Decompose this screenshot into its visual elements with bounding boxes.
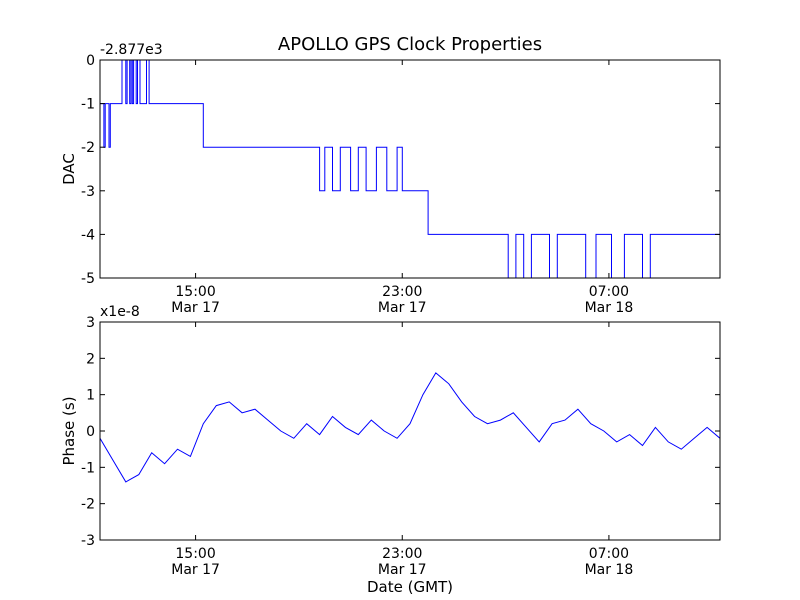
dac-ytick-label: -4: [81, 227, 95, 243]
dac-xtick-date-label: Mar 18: [585, 300, 634, 316]
phase-xtick-time-label: 07:00: [589, 546, 629, 562]
dac-ylabel: DAC: [60, 153, 78, 185]
phase-axes-frame: [99, 321, 721, 541]
phase-ytick-label: 1: [86, 388, 95, 404]
dac-xtick-date-label: Mar 17: [378, 300, 427, 316]
phase-ytick-label: 0: [86, 424, 95, 440]
phase-xtick-date-label: Mar 18: [585, 562, 634, 578]
dac-axes-frame: [99, 59, 721, 279]
dac-ytick-label: 0: [86, 53, 95, 69]
dac-series-group: [100, 60, 720, 278]
phase-ytick-label: 2: [86, 351, 95, 367]
dac-ytick-label: -3: [81, 184, 95, 200]
dac-xtick-time-label: 07:00: [589, 284, 629, 300]
dac-xtick-time-label: 15:00: [175, 284, 215, 300]
dac-ytick-label: -1: [81, 97, 95, 113]
phase-ytick-label: -3: [81, 533, 95, 549]
dac-ytick-label: -5: [81, 271, 95, 287]
phase-xtick-date-label: Mar 17: [378, 562, 427, 578]
phase-ytick-label: -1: [81, 460, 95, 476]
phase-xtick-date-label: Mar 17: [171, 562, 220, 578]
phase-offset-label: x1e-8: [100, 304, 140, 320]
x-axis-label: Date (GMT): [367, 578, 453, 596]
phase-series-line: [100, 372, 720, 483]
dac-xtick-time-label: 23:00: [382, 284, 422, 300]
dac-offset-label: -2.877e3: [100, 42, 163, 58]
dac-series-line: [100, 60, 720, 278]
phase-ylabel: Phase (s): [60, 396, 78, 465]
dac-xtick-date-label: Mar 17: [171, 300, 220, 316]
phase-ytick-label: 3: [86, 315, 95, 331]
dac-ytick-label: -2: [81, 140, 95, 156]
phase-xtick-time-label: 23:00: [382, 546, 422, 562]
phase-xtick-time-label: 15:00: [175, 546, 215, 562]
phase-series-group: [100, 372, 720, 483]
phase-ytick-label: -2: [81, 497, 95, 513]
figure-title: APOLLO GPS Clock Properties: [278, 34, 542, 55]
